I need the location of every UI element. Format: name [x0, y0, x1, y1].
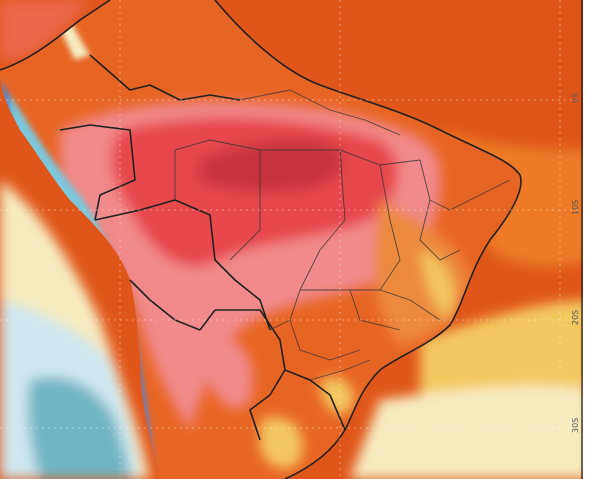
lat-label-20s: 20S	[571, 310, 580, 325]
margin-strip	[583, 0, 590, 479]
lat-label-10s: 10S	[571, 200, 580, 215]
state-borders	[174, 89, 511, 381]
political-borders	[0, 0, 522, 479]
lat-label-0s: 0S	[571, 93, 580, 103]
lat-label-30s: 30S	[571, 418, 580, 433]
